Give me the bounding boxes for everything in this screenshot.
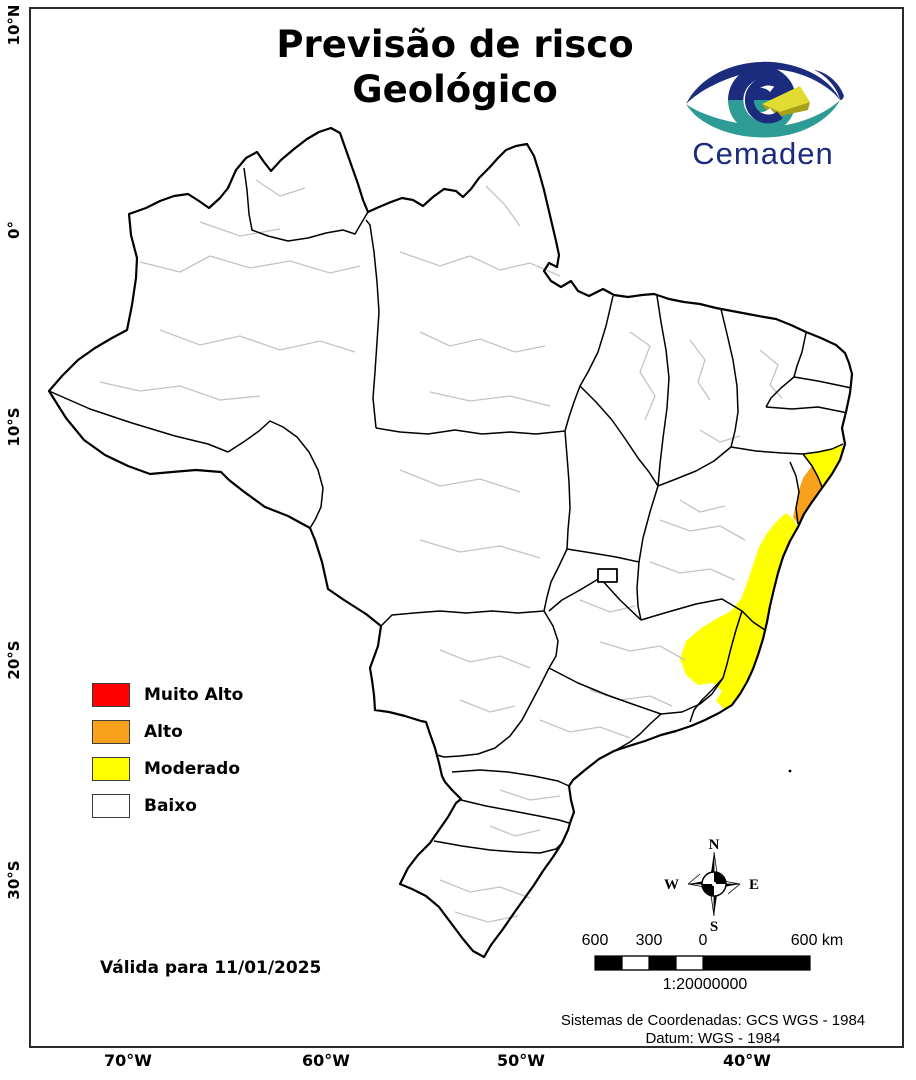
lon-label-60w: 60°W	[302, 1051, 350, 1070]
compass-e-label: E	[749, 877, 759, 893]
legend-row-moderado: Moderado	[92, 755, 243, 782]
risk-region-moderado-alagoas	[803, 444, 843, 487]
cemaden-logo-text: Cemaden	[692, 136, 834, 171]
coordinate-system-note: Sistemas de Coordenadas: GCS WGS - 1984 …	[520, 1012, 906, 1048]
risk-legend: Muito Alto Alto Moderado Baixo	[92, 681, 243, 829]
legend-swatch-alto	[92, 719, 130, 744]
risk-region-moderado-bahia-mg	[680, 513, 798, 709]
scale-label-0: 0	[698, 932, 708, 949]
page-title: Previsão de risco Geológico	[150, 22, 760, 112]
legend-label-muito-alto: Muito Alto	[144, 684, 244, 705]
scale-label-600km: 600 km	[790, 932, 844, 949]
lat-label-30s: 30°S	[5, 860, 23, 900]
page-title-line2: Geológico	[352, 68, 558, 111]
compass-s-label: S	[710, 919, 718, 935]
state-boundaries	[48, 167, 852, 854]
validity-date: Válida para 11/01/2025	[100, 958, 322, 978]
legend-label-moderado: Moderado	[144, 758, 240, 779]
lon-label-70w: 70°W	[104, 1051, 152, 1070]
lat-label-0: 0°	[5, 221, 23, 239]
legend-label-alto: Alto	[144, 721, 183, 742]
distrito-federal-box	[597, 568, 618, 583]
coordinate-system-line1: Sistemas de Coordenadas: GCS WGS - 1984	[560, 1012, 866, 1029]
legend-row-baixo: Baixo	[92, 792, 243, 819]
scale-bar	[594, 955, 811, 971]
coordinate-system-line2: Datum: WGS - 1984	[645, 1030, 781, 1047]
brazil-outline	[47, 126, 854, 959]
lat-label-10n: 10°N	[5, 4, 23, 46]
legend-swatch-moderado	[92, 756, 130, 781]
scale-label-600-left: 600	[581, 932, 609, 949]
legend-row-alto: Alto	[92, 718, 243, 745]
compass-w-label: W	[664, 877, 679, 893]
scale-ratio: 1:20000000	[662, 976, 748, 993]
scale-label-300: 300	[635, 932, 663, 949]
legend-swatch-muito-alto	[92, 682, 130, 707]
risk-region-alto-sergipe	[793, 466, 822, 524]
map-frame	[29, 7, 904, 1048]
cemaden-eye-icon	[686, 61, 844, 138]
municipal-boundaries	[99, 179, 783, 923]
lat-label-20s: 20°S	[5, 640, 23, 680]
legend-swatch-baixo	[92, 793, 130, 818]
compass-n-label: N	[709, 837, 720, 853]
lon-label-40w: 40°W	[723, 1051, 771, 1070]
lat-label-10s: 10°S	[5, 407, 23, 447]
lon-label-50w: 50°W	[497, 1051, 545, 1070]
compass-rose: N S W E	[664, 837, 759, 935]
cemaden-logo: Cemaden	[668, 52, 858, 180]
legend-label-baixo: Baixo	[144, 795, 197, 816]
page-title-line1: Previsão de risco	[276, 23, 634, 66]
legend-row-muito-alto: Muito Alto	[92, 681, 243, 708]
coastal-island-dot	[788, 769, 792, 773]
